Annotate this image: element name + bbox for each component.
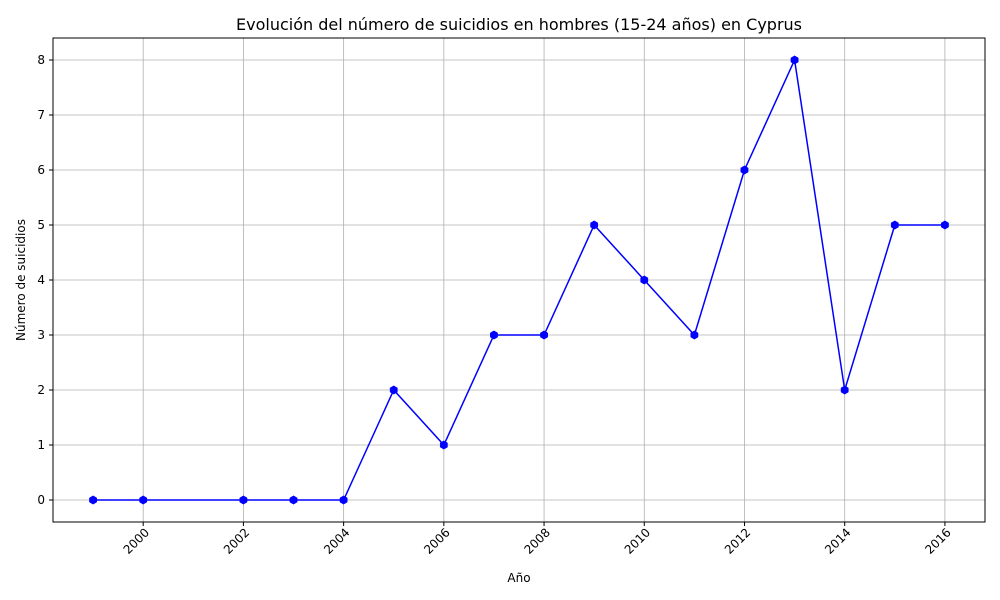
data-point	[89, 495, 97, 505]
data-point	[790, 55, 799, 65]
data-point	[890, 220, 899, 230]
x-tick-label: 2014	[822, 525, 853, 556]
y-tick-label: 0	[37, 493, 45, 507]
data-point	[690, 330, 699, 340]
x-tick-label: 2000	[121, 525, 152, 556]
y-tick-label: 7	[37, 108, 45, 122]
data-point	[439, 440, 448, 450]
data-point	[389, 385, 398, 395]
x-tick-label: 2016	[922, 525, 953, 556]
x-tick-label: 2008	[521, 525, 552, 556]
data-point	[640, 275, 649, 285]
data-point	[289, 495, 298, 505]
x-tick-label: 2004	[321, 525, 352, 556]
data-point	[540, 330, 548, 340]
x-tick-label: 2002	[221, 525, 252, 556]
y-tick-label: 4	[37, 273, 45, 287]
x-tick-label: 2010	[622, 525, 653, 556]
data-point	[339, 495, 348, 505]
x-axis-label: Año	[507, 571, 530, 585]
data-point	[840, 385, 849, 395]
data-point	[740, 165, 749, 175]
x-tick-label: 2006	[421, 525, 452, 556]
y-tick-label: 8	[37, 53, 45, 67]
x-tick-label: 2012	[722, 525, 753, 556]
y-tick-label: 5	[37, 218, 45, 232]
chart-title: Evolución del número de suicidios en hom…	[236, 15, 802, 34]
y-tick-label: 6	[37, 163, 45, 177]
y-axis-label: Número de suicidios	[14, 219, 28, 341]
data-point	[139, 495, 148, 505]
grid	[53, 38, 985, 522]
y-tick-label: 1	[37, 438, 45, 452]
data-point	[490, 330, 498, 340]
x-axis: 2000 2002 2004 2006 2008 2010 2012 2014 2016	[121, 522, 954, 557]
data-point	[239, 495, 248, 505]
series-markers	[89, 55, 949, 505]
y-axis: 0 1 2 3 4 5 6 7 8	[37, 53, 53, 507]
data-point	[590, 220, 599, 230]
data-point	[941, 220, 949, 230]
y-tick-label: 3	[37, 328, 45, 342]
y-tick-label: 2	[37, 383, 45, 397]
